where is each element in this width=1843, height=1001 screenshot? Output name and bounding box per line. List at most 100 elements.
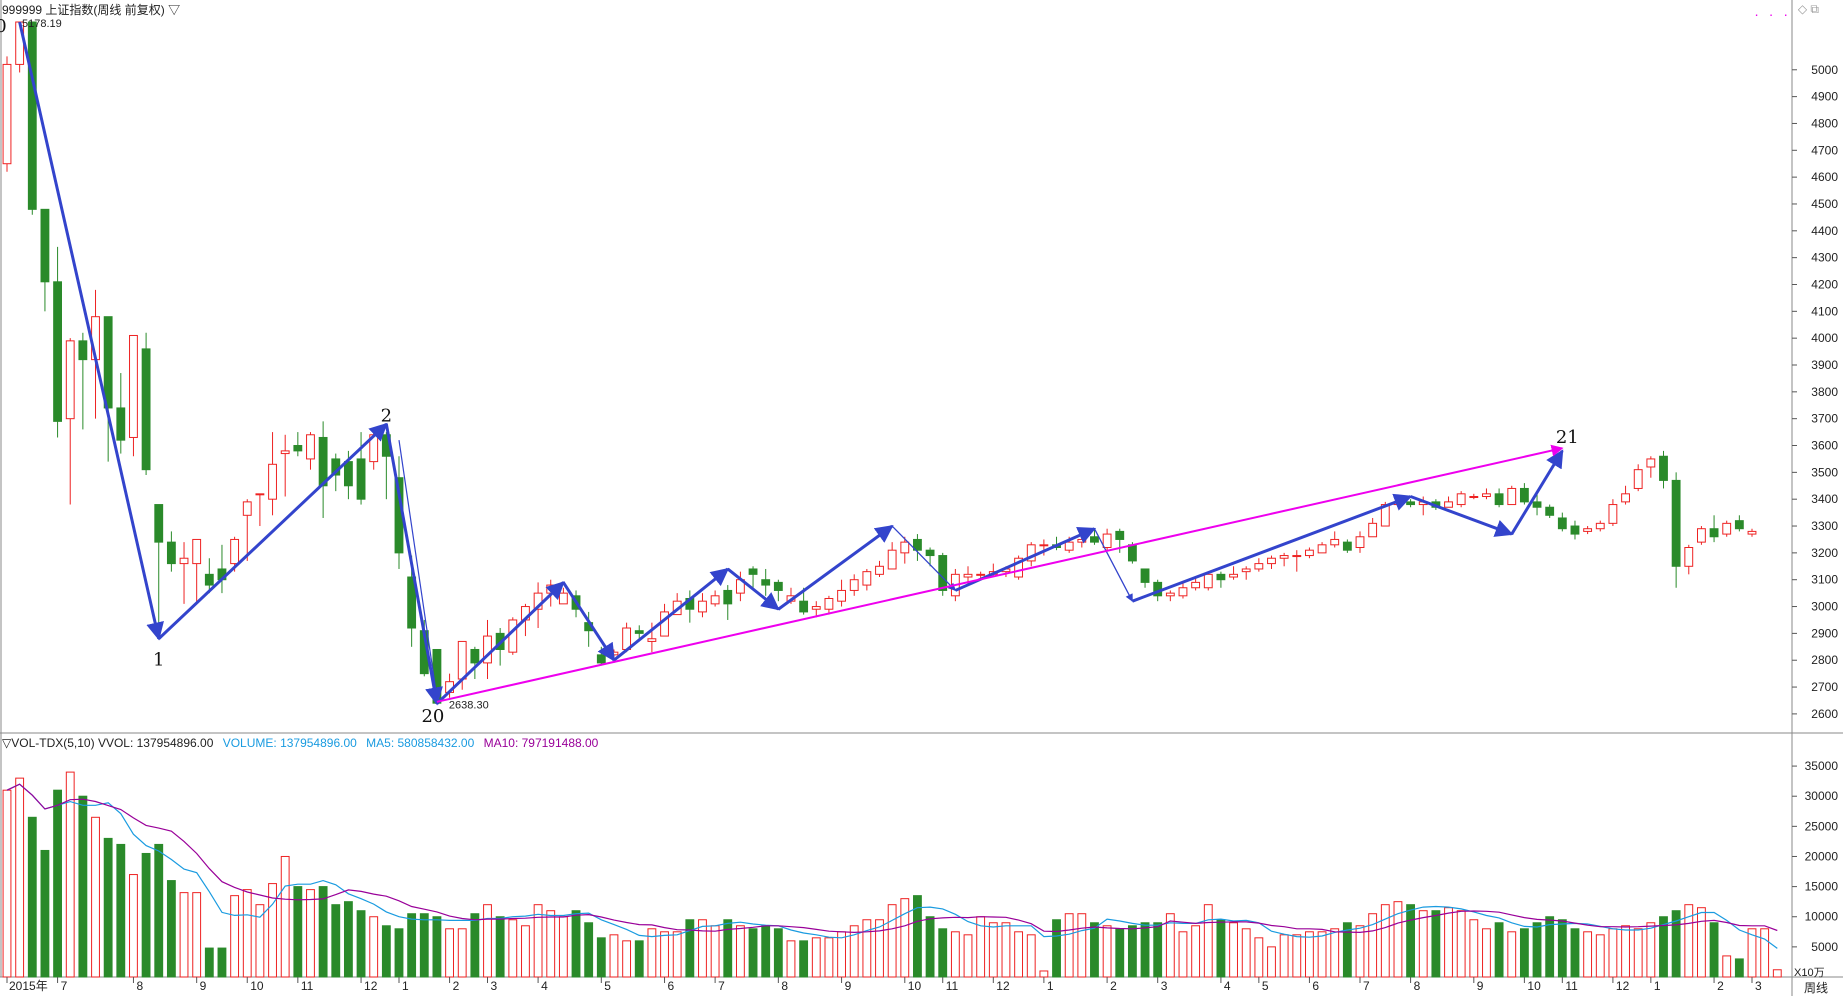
volume-bar [65,771,75,978]
volume-bar [141,852,151,978]
time-tick-label: 11 [301,979,314,993]
price-tick-label: 2800 [1811,653,1838,667]
volume-bar [217,947,227,978]
volume-tick-label: 15000 [1805,880,1839,894]
price-tick-label: 3000 [1811,600,1838,614]
volume-bar [204,947,214,978]
volume-bar [1772,969,1782,978]
candle-body [1734,520,1744,530]
candle-body [723,589,733,605]
price-tick-label: 3800 [1811,385,1838,399]
wave-label-2: 2 [381,405,392,426]
volume-bar [634,940,644,978]
time-tick-label: 7 [61,979,68,993]
time-tick-label: 5 [1262,979,1269,993]
candle-body [1621,493,1630,503]
volume-bar [1292,934,1302,978]
volume-bar [1482,928,1491,978]
candle-body [1368,522,1378,538]
time-tick-label: 8 [136,979,143,993]
volume-bar [1368,913,1378,978]
time-tick-label: 9 [1477,979,1484,993]
candle-body [1583,528,1593,532]
volume-bar [1697,907,1706,978]
candle-body [306,434,315,460]
volume-bar [837,931,846,978]
candle-body [1519,487,1529,503]
candle-body [1090,536,1099,543]
volume-bar [1583,931,1593,978]
volume-bar [1722,955,1732,978]
candle-body [634,630,644,634]
volume-bar [1342,922,1352,978]
candle-body [862,571,872,586]
candle-body [116,407,126,441]
volume-bar [1380,904,1390,978]
time-tick-label: 12 [996,979,1010,993]
time-tick-label: 11 [1565,979,1578,993]
candle-body [660,611,669,637]
volume-bar [2,789,12,978]
vol-indicator-name[interactable]: ▽VOL-TDX(5,10) [2,736,95,750]
more-dots-icon[interactable]: · · · [1754,6,1791,22]
price-tick-label: 3400 [1811,492,1838,506]
candle-body [1570,525,1580,535]
restore-icon[interactable]: ⧉ [1810,2,1819,16]
candle-body [1317,544,1327,554]
candle-body [698,600,707,613]
wave-up-line [1131,493,1413,603]
price-tick-label: 4300 [1811,251,1838,265]
wave-up-line [157,422,388,640]
time-tick-label: 2 [1110,979,1117,993]
volume-bar [1330,928,1340,978]
candle-body [1557,517,1567,530]
candle-body [963,573,973,578]
candle-body [596,654,606,664]
time-tick-label: 5 [604,979,611,993]
period-tab[interactable]: 周线 [1804,979,1828,996]
time-tick-label: 3 [1161,979,1168,993]
volume-bar [1140,922,1150,978]
price-tick-label: 3700 [1811,412,1838,426]
volume-bar [685,919,695,978]
time-axis: 2015年 7 8 9 10 11 12 1 2 3 4 5 6 7 8 9 10 11 12 1 2 3 4 5 6 7 8 9 10… [6,977,1762,993]
volume-bar [609,934,619,978]
candle-body [293,445,303,452]
candle-body [129,334,138,438]
wave-down-line [18,21,164,641]
candle-body [824,597,834,610]
candle-body [318,436,328,487]
volume-bar [963,934,973,978]
candle-body [1267,557,1276,565]
candle-body [1191,581,1201,589]
volume-bar [1393,901,1403,978]
volume-bar [192,892,202,978]
diamond-icon[interactable]: ◇ [1797,2,1808,16]
candle-body [268,463,277,500]
candle-body [1595,522,1605,530]
candle-body [1469,496,1479,499]
volume-bar [381,925,391,978]
volume-header: ▽VOL-TDX(5,10) VVOL: 137954896.00 VOLUME… [2,736,598,750]
volume-bar [508,919,518,978]
volume-bar [27,816,37,978]
candle-body [925,549,935,557]
volume-bar [925,916,935,978]
volume-ma10-line [6,783,1778,934]
title-dropdown-icon[interactable]: ▽ [168,3,181,17]
volume-bar [419,913,429,978]
wave-up-line [777,524,894,611]
volume-bar [1532,922,1542,978]
candle-body [1026,544,1036,562]
volume-bar [1494,922,1504,978]
volume-bar [1406,904,1416,978]
volume-tick-label: 30000 [1805,789,1839,803]
candle-body [356,458,366,500]
volume-bar [1077,913,1087,978]
price-tick-label: 4200 [1811,277,1838,291]
volume-bar [1267,946,1276,978]
candle-body [647,638,657,642]
candle-body [1747,530,1757,535]
